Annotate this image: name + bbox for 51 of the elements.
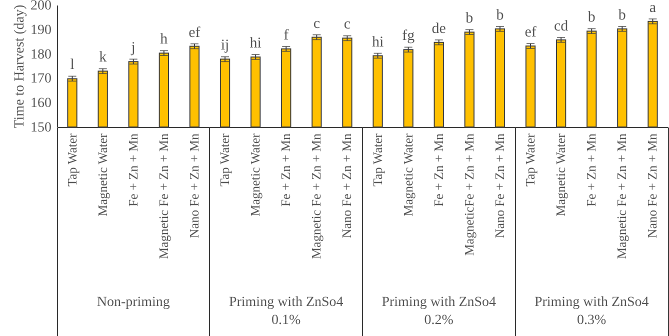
y-tick-label: 180 [30, 47, 52, 62]
data-label: a [649, 0, 656, 16]
x-tick-label: Fe + Zn + Mn [125, 133, 140, 207]
data-label: ef [188, 24, 200, 41]
data-label: hi [372, 34, 384, 50]
x-tick-label: Tap Water [217, 132, 232, 187]
x-tick-label: Nano Fe + Zn + Mn [186, 133, 202, 238]
data-label: de [432, 20, 446, 37]
x-tick-label: Tap Water [522, 132, 538, 187]
text: Priming with ZnSo4 0.2% [382, 295, 496, 328]
y-tick-label: 150 [30, 120, 52, 136]
x-tick-label: Fe + Zn + Mn [584, 133, 599, 207]
data-label: ij [220, 38, 230, 54]
y-tick-label: 190 [30, 22, 52, 38]
x-tick-label: Magnetic Water [248, 132, 263, 216]
y-tick-label: 200 [30, 0, 52, 14]
y-tick-label: 170 [30, 72, 52, 87]
data-label: f [284, 27, 289, 44]
x-tick-label: Tap Water [64, 132, 80, 187]
data-label: b [588, 10, 596, 26]
x-tick-label: Magnetic Fe + Zn + Mn [156, 133, 171, 260]
x-tick-label: MagneticFe + Zn + Mn [461, 133, 476, 256]
x-tick-label: Magnetic Fe + Zn + Mn [308, 133, 324, 260]
text: Non-priming [96, 295, 170, 310]
data-label: l [70, 57, 74, 74]
data-label: fg [402, 28, 416, 44]
y-tick-label: 160 [30, 96, 52, 112]
x-tick-label: Fe + Zn + Mn [278, 133, 294, 207]
data-label: b [618, 7, 626, 24]
data-label: j [130, 40, 136, 56]
x-tick-label: Fe + Zn + Mn [430, 133, 446, 207]
data-label: b [496, 7, 504, 24]
x-tick-label: Magnetic Fe + Zn + Mn [614, 133, 630, 260]
data-label: hi [250, 36, 262, 52]
data-label: cd [554, 18, 569, 34]
data-label: c [313, 16, 320, 32]
x-tick-label: Magnetic Water [553, 132, 568, 216]
x-tick-label: Nano Fe + Zn + Mn [644, 133, 660, 238]
x-tick-label: Nano Fe + Zn + Mn [339, 133, 354, 238]
data-label: c [344, 16, 351, 33]
x-tick-label: Tap Water [370, 132, 385, 187]
data-label: ef [524, 24, 536, 41]
text: Priming with ZnSo4 0.3% [534, 295, 649, 328]
text: Priming with ZnSo4 0.1% [228, 295, 344, 328]
y-axis-title: Time to Harvest (day) [12, 4, 28, 128]
data-label: b [466, 10, 474, 27]
data-label: h [160, 32, 168, 48]
x-tick-label: Nano Fe + Zn + Mn [492, 133, 507, 238]
x-tick-label: Magnetic Water [94, 132, 110, 216]
data-label: k [99, 50, 108, 66]
x-tick-label: Magnetic Water [400, 132, 416, 216]
